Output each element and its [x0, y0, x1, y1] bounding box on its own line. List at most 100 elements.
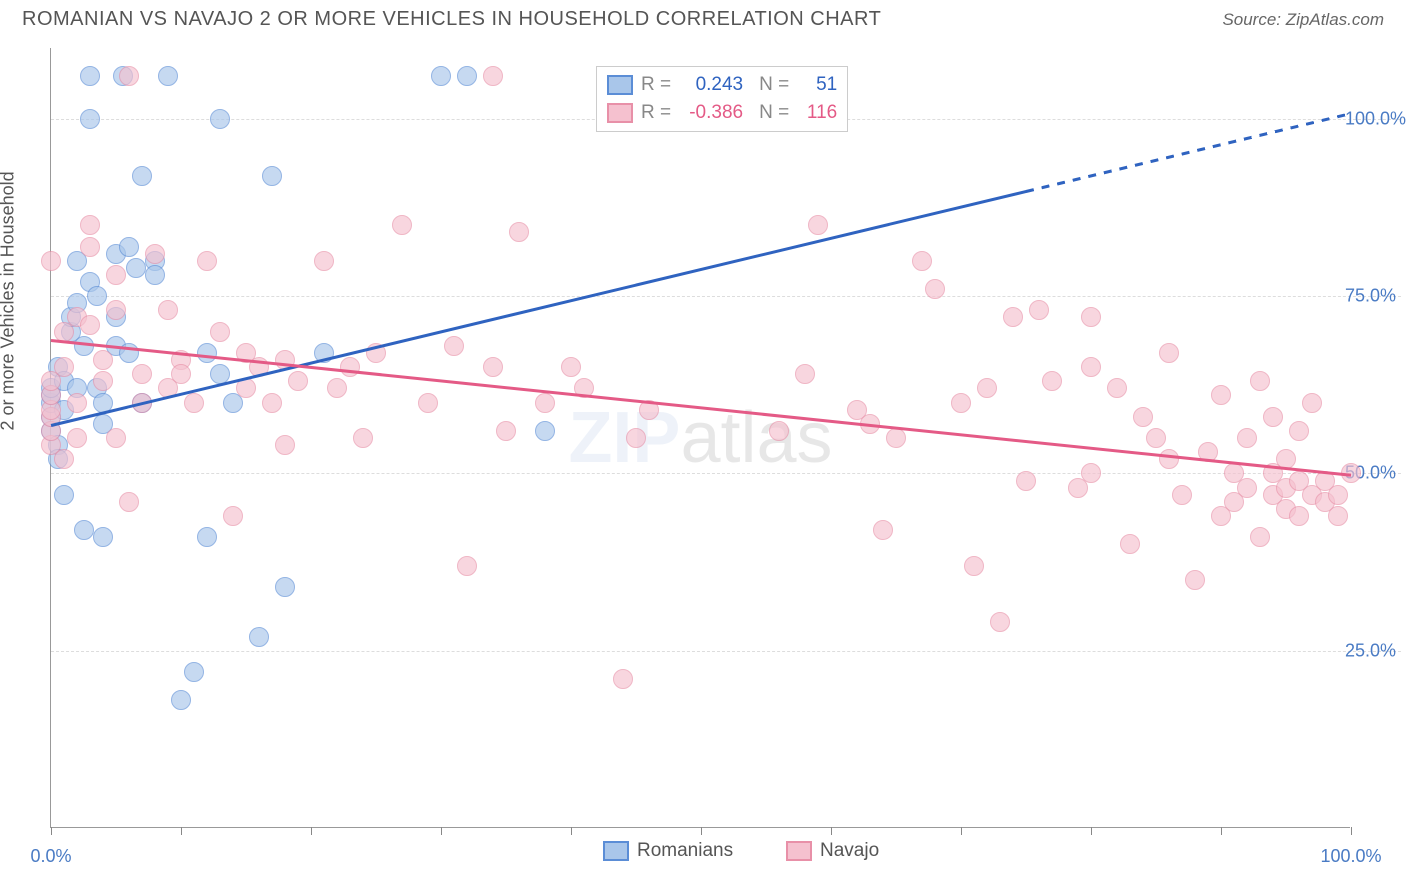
scatter-point	[327, 378, 347, 398]
scatter-point	[262, 166, 282, 186]
scatter-point	[353, 428, 373, 448]
legend-swatch	[607, 103, 633, 123]
scatter-point	[132, 166, 152, 186]
scatter-point	[613, 669, 633, 689]
scatter-point	[54, 485, 74, 505]
scatter-plot: ZIPatlas 25.0%50.0%75.0%100.0%0.0%100.0%…	[50, 48, 1350, 828]
scatter-point	[1237, 428, 1257, 448]
legend-r-value: 0.243	[679, 74, 743, 96]
scatter-point	[184, 662, 204, 682]
x-tick	[701, 827, 702, 835]
x-tick	[311, 827, 312, 835]
scatter-point	[496, 421, 516, 441]
series-legend-label: Navajo	[820, 840, 879, 862]
scatter-point	[145, 265, 165, 285]
scatter-point	[210, 109, 230, 129]
scatter-point	[626, 428, 646, 448]
scatter-point	[912, 251, 932, 271]
scatter-point	[1237, 478, 1257, 498]
series-legend: Romanians	[603, 840, 733, 862]
scatter-point	[873, 520, 893, 540]
scatter-point	[80, 237, 100, 257]
scatter-point	[1081, 357, 1101, 377]
scatter-point	[87, 286, 107, 306]
x-tick	[1221, 827, 1222, 835]
scatter-point	[74, 336, 94, 356]
legend-r-label: R =	[641, 102, 671, 124]
legend-row: R =0.243N =51	[607, 71, 837, 99]
legend-n-value: 51	[797, 74, 837, 96]
scatter-point	[1081, 463, 1101, 483]
scatter-point	[80, 66, 100, 86]
scatter-point	[197, 251, 217, 271]
scatter-point	[509, 222, 529, 242]
scatter-point	[171, 690, 191, 710]
chart-source: Source: ZipAtlas.com	[1222, 10, 1384, 30]
scatter-point	[119, 66, 139, 86]
scatter-point	[990, 612, 1010, 632]
scatter-point	[483, 66, 503, 86]
gridline	[51, 651, 1401, 652]
legend-swatch	[603, 841, 629, 861]
scatter-point	[1211, 385, 1231, 405]
scatter-point	[54, 449, 74, 469]
x-tick-label: 0.0%	[30, 846, 71, 867]
scatter-point	[119, 237, 139, 257]
scatter-point	[1250, 527, 1270, 547]
scatter-point	[106, 428, 126, 448]
scatter-point	[808, 215, 828, 235]
scatter-point	[1029, 300, 1049, 320]
scatter-point	[67, 428, 87, 448]
scatter-point	[1146, 428, 1166, 448]
gridline	[51, 473, 1401, 474]
scatter-point	[1081, 307, 1101, 327]
series-legend-label: Romanians	[637, 840, 733, 862]
x-tick	[441, 827, 442, 835]
scatter-point	[1016, 471, 1036, 491]
scatter-point	[457, 66, 477, 86]
x-tick	[1351, 827, 1352, 835]
legend-n-value: 116	[797, 102, 837, 124]
y-axis-label: 2 or more Vehicles in Household	[0, 171, 19, 430]
scatter-point	[74, 520, 94, 540]
scatter-point	[418, 393, 438, 413]
x-tick	[1091, 827, 1092, 835]
scatter-point	[1120, 534, 1140, 554]
scatter-point	[132, 364, 152, 384]
scatter-point	[1302, 393, 1322, 413]
scatter-point	[249, 627, 269, 647]
scatter-point	[184, 393, 204, 413]
scatter-point	[275, 577, 295, 597]
legend-n-label: N =	[759, 102, 789, 124]
scatter-point	[93, 527, 113, 547]
scatter-point	[41, 251, 61, 271]
y-tick-label: 25.0%	[1345, 640, 1405, 661]
scatter-point	[1328, 506, 1348, 526]
x-tick	[571, 827, 572, 835]
scatter-point	[197, 527, 217, 547]
scatter-point	[795, 364, 815, 384]
scatter-point	[1250, 371, 1270, 391]
x-tick-label: 100.0%	[1320, 846, 1381, 867]
x-tick	[961, 827, 962, 835]
scatter-point	[288, 371, 308, 391]
scatter-point	[314, 251, 334, 271]
scatter-point	[457, 556, 477, 576]
scatter-point	[197, 343, 217, 363]
scatter-point	[1133, 407, 1153, 427]
scatter-point	[964, 556, 984, 576]
scatter-point	[977, 378, 997, 398]
scatter-point	[444, 336, 464, 356]
scatter-point	[1107, 378, 1127, 398]
y-tick-label: 75.0%	[1345, 286, 1405, 307]
trend-line	[1026, 112, 1352, 192]
gridline	[51, 296, 1401, 297]
legend-r-value: -0.386	[679, 102, 743, 124]
scatter-point	[483, 357, 503, 377]
legend-n-label: N =	[759, 74, 789, 96]
scatter-point	[1172, 485, 1192, 505]
scatter-point	[886, 428, 906, 448]
scatter-point	[106, 300, 126, 320]
scatter-point	[1263, 407, 1283, 427]
watermark-prefix: ZIP	[568, 398, 680, 478]
